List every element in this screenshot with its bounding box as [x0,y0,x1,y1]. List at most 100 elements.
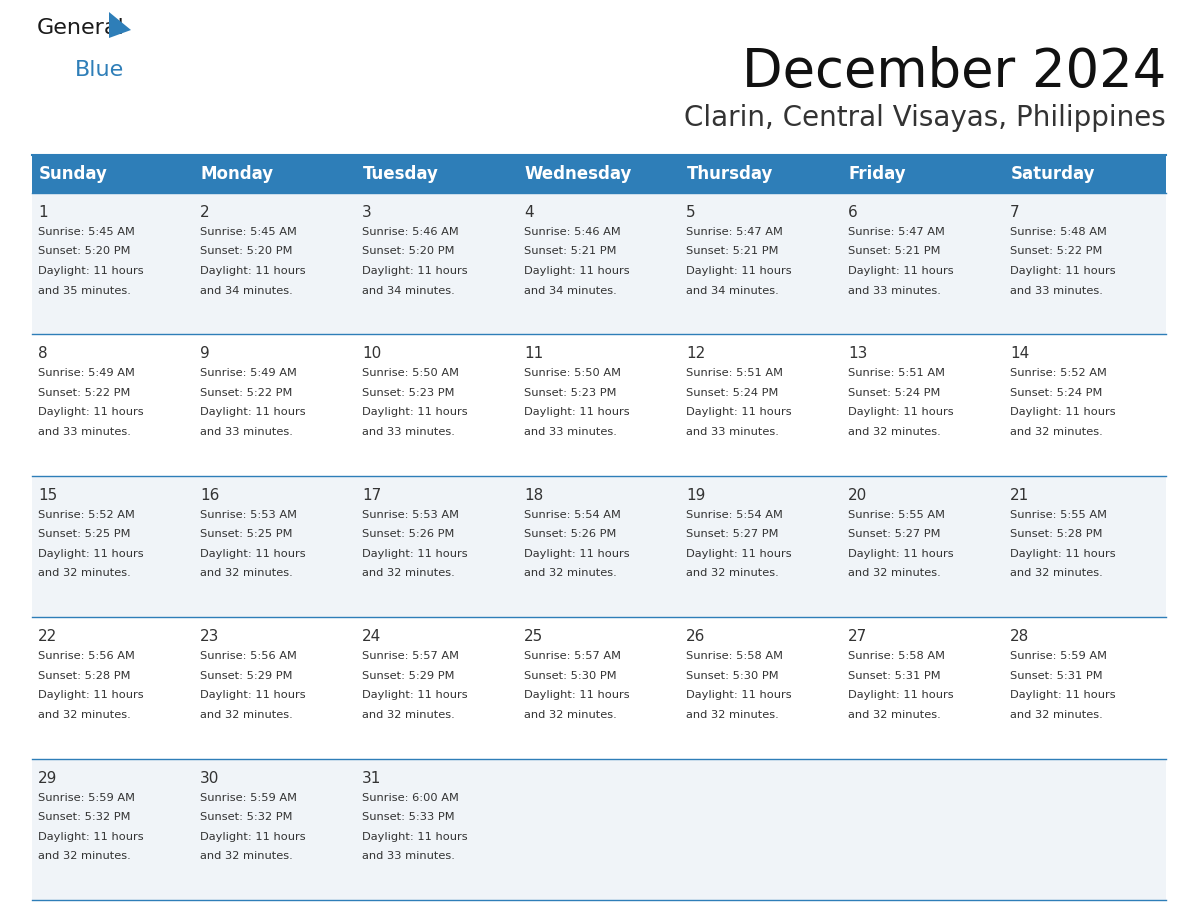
Text: Sunrise: 5:45 AM: Sunrise: 5:45 AM [38,227,135,237]
Bar [1004,155,1165,193]
Text: Daylight: 11 hours: Daylight: 11 hours [38,266,144,276]
Text: Sunset: 5:22 PM: Sunset: 5:22 PM [38,388,131,397]
Text: Sunset: 5:23 PM: Sunset: 5:23 PM [362,388,455,397]
Bar [680,334,842,476]
Text: Sunset: 5:21 PM: Sunset: 5:21 PM [524,247,617,256]
Text: and 33 minutes.: and 33 minutes. [200,427,293,437]
Text: 23: 23 [200,629,220,644]
Text: Sunset: 5:28 PM: Sunset: 5:28 PM [38,671,131,681]
Text: Sunset: 5:22 PM: Sunset: 5:22 PM [200,388,292,397]
Bar [32,476,194,617]
Text: Sunset: 5:29 PM: Sunset: 5:29 PM [362,671,455,681]
Text: Saturday: Saturday [1011,165,1095,183]
Text: Sunset: 5:20 PM: Sunset: 5:20 PM [38,247,131,256]
Bar [842,155,1004,193]
Bar [518,476,680,617]
Text: Sunrise: 5:59 AM: Sunrise: 5:59 AM [200,792,297,802]
Text: Sunrise: 5:51 AM: Sunrise: 5:51 AM [848,368,944,378]
Text: Sunrise: 5:56 AM: Sunrise: 5:56 AM [38,651,135,661]
Text: 24: 24 [362,629,381,644]
Bar [842,193,1004,334]
Text: and 32 minutes.: and 32 minutes. [38,710,131,720]
Text: 16: 16 [200,487,220,503]
Text: Sunset: 5:26 PM: Sunset: 5:26 PM [524,530,617,539]
Bar [842,476,1004,617]
Text: Daylight: 11 hours: Daylight: 11 hours [200,408,305,418]
Bar [32,193,194,334]
Text: and 32 minutes.: and 32 minutes. [848,710,941,720]
Text: 3: 3 [362,205,372,220]
Text: Blue: Blue [75,60,125,80]
Text: Sunrise: 5:49 AM: Sunrise: 5:49 AM [38,368,135,378]
Text: Monday: Monday [201,165,274,183]
Bar [194,617,356,758]
Text: Daylight: 11 hours: Daylight: 11 hours [200,832,305,842]
Text: Thursday: Thursday [687,165,773,183]
Text: Sunset: 5:29 PM: Sunset: 5:29 PM [200,671,292,681]
Text: Sunrise: 5:51 AM: Sunrise: 5:51 AM [685,368,783,378]
Text: Sunrise: 5:52 AM: Sunrise: 5:52 AM [1010,368,1107,378]
Text: and 32 minutes.: and 32 minutes. [685,710,779,720]
Text: Daylight: 11 hours: Daylight: 11 hours [685,266,791,276]
Text: Daylight: 11 hours: Daylight: 11 hours [1010,266,1116,276]
Text: Sunrise: 5:49 AM: Sunrise: 5:49 AM [200,368,297,378]
Text: Daylight: 11 hours: Daylight: 11 hours [685,408,791,418]
Text: and 34 minutes.: and 34 minutes. [524,285,617,296]
Text: Tuesday: Tuesday [364,165,438,183]
Text: Sunset: 5:25 PM: Sunset: 5:25 PM [38,530,131,539]
Text: Daylight: 11 hours: Daylight: 11 hours [362,690,468,700]
Text: 27: 27 [848,629,867,644]
Bar [518,155,680,193]
Text: 9: 9 [200,346,210,362]
Text: 8: 8 [38,346,48,362]
Text: and 32 minutes.: and 32 minutes. [848,568,941,578]
Text: Sunrise: 5:56 AM: Sunrise: 5:56 AM [200,651,297,661]
Bar [680,476,842,617]
Text: Sunrise: 5:47 AM: Sunrise: 5:47 AM [685,227,783,237]
Text: Sunset: 5:31 PM: Sunset: 5:31 PM [1010,671,1102,681]
Text: Sunrise: 5:48 AM: Sunrise: 5:48 AM [1010,227,1107,237]
Bar [194,758,356,900]
Text: and 33 minutes.: and 33 minutes. [848,285,941,296]
Text: Sunrise: 5:46 AM: Sunrise: 5:46 AM [524,227,621,237]
Text: Daylight: 11 hours: Daylight: 11 hours [524,690,630,700]
Text: Sunset: 5:21 PM: Sunset: 5:21 PM [685,247,778,256]
Text: and 32 minutes.: and 32 minutes. [362,568,455,578]
Bar [356,334,518,476]
Text: Daylight: 11 hours: Daylight: 11 hours [524,549,630,559]
Bar [680,193,842,334]
Text: 4: 4 [524,205,533,220]
Text: General: General [37,18,125,38]
Text: Daylight: 11 hours: Daylight: 11 hours [38,690,144,700]
Bar [680,758,842,900]
Text: 30: 30 [200,770,220,786]
Text: December 2024: December 2024 [741,46,1165,98]
Text: Daylight: 11 hours: Daylight: 11 hours [38,549,144,559]
Text: and 32 minutes.: and 32 minutes. [200,568,292,578]
Text: Daylight: 11 hours: Daylight: 11 hours [362,266,468,276]
Text: Daylight: 11 hours: Daylight: 11 hours [524,266,630,276]
Text: Sunset: 5:21 PM: Sunset: 5:21 PM [848,247,941,256]
Bar [680,617,842,758]
Text: 15: 15 [38,487,57,503]
Text: 31: 31 [362,770,381,786]
Text: Sunset: 5:28 PM: Sunset: 5:28 PM [1010,530,1102,539]
Text: 11: 11 [524,346,543,362]
Text: Sunset: 5:31 PM: Sunset: 5:31 PM [848,671,941,681]
Text: 28: 28 [1010,629,1029,644]
Bar [1004,476,1165,617]
Bar [518,193,680,334]
Bar [194,334,356,476]
Text: 10: 10 [362,346,381,362]
Text: 25: 25 [524,629,543,644]
Text: Sunrise: 5:57 AM: Sunrise: 5:57 AM [362,651,459,661]
Text: Sunset: 5:24 PM: Sunset: 5:24 PM [1010,388,1102,397]
Text: Sunrise: 5:50 AM: Sunrise: 5:50 AM [524,368,621,378]
Bar [194,476,356,617]
Text: Daylight: 11 hours: Daylight: 11 hours [38,408,144,418]
Text: Daylight: 11 hours: Daylight: 11 hours [362,408,468,418]
Text: and 33 minutes.: and 33 minutes. [362,427,455,437]
Text: Sunset: 5:20 PM: Sunset: 5:20 PM [362,247,455,256]
Polygon shape [109,12,131,38]
Text: 18: 18 [524,487,543,503]
